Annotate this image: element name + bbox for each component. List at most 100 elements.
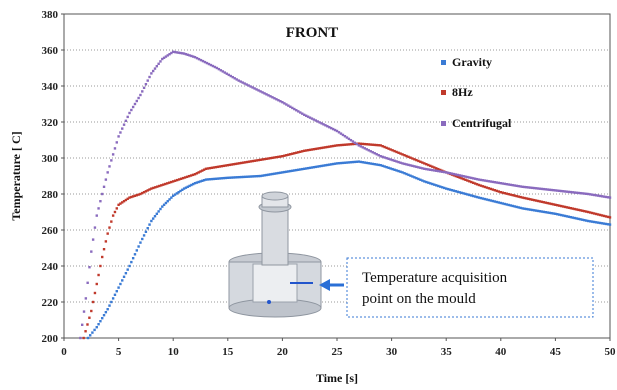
data-point [411, 164, 414, 168]
data-point [216, 177, 220, 180]
data-point [571, 191, 574, 194]
data-point [531, 208, 534, 212]
data-point [135, 249, 138, 252]
data-point [503, 202, 506, 206]
data-point [157, 62, 160, 65]
data-point [115, 141, 118, 144]
data-point [588, 220, 592, 223]
data-point [529, 198, 532, 201]
data-point [411, 157, 414, 160]
data-point [117, 135, 120, 138]
data-point [489, 187, 493, 191]
data-point [177, 191, 180, 194]
data-point [287, 170, 290, 173]
data-point [275, 155, 278, 159]
data-point [454, 174, 458, 178]
data-point [255, 88, 258, 91]
data-point [468, 176, 471, 179]
data-point [223, 71, 227, 74]
data-point [421, 167, 424, 170]
data-point [369, 143, 372, 146]
data-point [202, 168, 206, 171]
data-point [569, 215, 573, 219]
data-point [267, 157, 270, 160]
data-point [216, 165, 220, 169]
data-point [306, 166, 310, 170]
data-point [108, 304, 111, 307]
data-point [375, 163, 378, 166]
data-point [337, 131, 341, 134]
data-point [126, 115, 129, 119]
data-point [86, 323, 89, 326]
data-point [101, 317, 104, 320]
data-point [470, 194, 473, 197]
data-point [324, 164, 327, 167]
data-point [381, 155, 384, 159]
data-point [265, 173, 268, 177]
data-point [324, 124, 327, 127]
data-point [391, 158, 394, 162]
data-point [527, 208, 530, 211]
data-point [419, 178, 422, 181]
data-point [567, 206, 571, 209]
data-point [188, 184, 191, 188]
data-point [247, 84, 250, 87]
data-point [283, 154, 286, 157]
data-point [341, 133, 345, 137]
data-point [236, 162, 239, 165]
data-point [243, 82, 246, 85]
data-point [141, 191, 144, 195]
data-point [596, 213, 600, 216]
data-point [373, 152, 376, 155]
data-point [359, 160, 363, 164]
data-point [441, 186, 444, 189]
data-point [373, 163, 376, 166]
data-point [131, 195, 135, 198]
data-point [550, 188, 553, 192]
data-point [466, 179, 469, 182]
data-point [229, 74, 232, 78]
data-point [215, 66, 219, 70]
data-point [249, 175, 253, 178]
data-point [89, 334, 92, 337]
data-point [283, 102, 286, 105]
data-point [425, 180, 428, 184]
data-point [227, 73, 230, 77]
data-point [164, 182, 167, 186]
data-point [345, 143, 349, 146]
data-point [475, 195, 479, 199]
data-point [121, 201, 124, 204]
data-point [600, 214, 604, 217]
data-point [181, 188, 184, 191]
data-point [316, 165, 319, 168]
data-point [253, 159, 256, 162]
data-point [95, 282, 98, 286]
data-point [548, 202, 551, 205]
data-point [385, 146, 388, 150]
legend-label-8hz: 8Hz [452, 85, 473, 99]
data-point [519, 195, 522, 199]
data-point [257, 174, 260, 178]
data-point [458, 176, 461, 179]
data-point [222, 164, 226, 168]
data-point [509, 204, 512, 207]
data-point [513, 205, 516, 208]
data-point [554, 189, 557, 192]
data-point [207, 62, 211, 66]
data-point [429, 164, 432, 168]
data-point [318, 121, 321, 124]
data-point [558, 189, 561, 193]
data-point [279, 171, 282, 174]
data-point [328, 163, 331, 166]
data-point [82, 310, 86, 313]
data-point [489, 199, 493, 202]
data-point [289, 105, 292, 108]
data-point [365, 161, 368, 165]
data-point [106, 232, 109, 235]
data-point [592, 212, 596, 215]
data-point [90, 309, 93, 313]
data-point [333, 144, 337, 147]
data-point [110, 220, 113, 223]
data-point [314, 165, 318, 169]
data-point [93, 328, 96, 332]
